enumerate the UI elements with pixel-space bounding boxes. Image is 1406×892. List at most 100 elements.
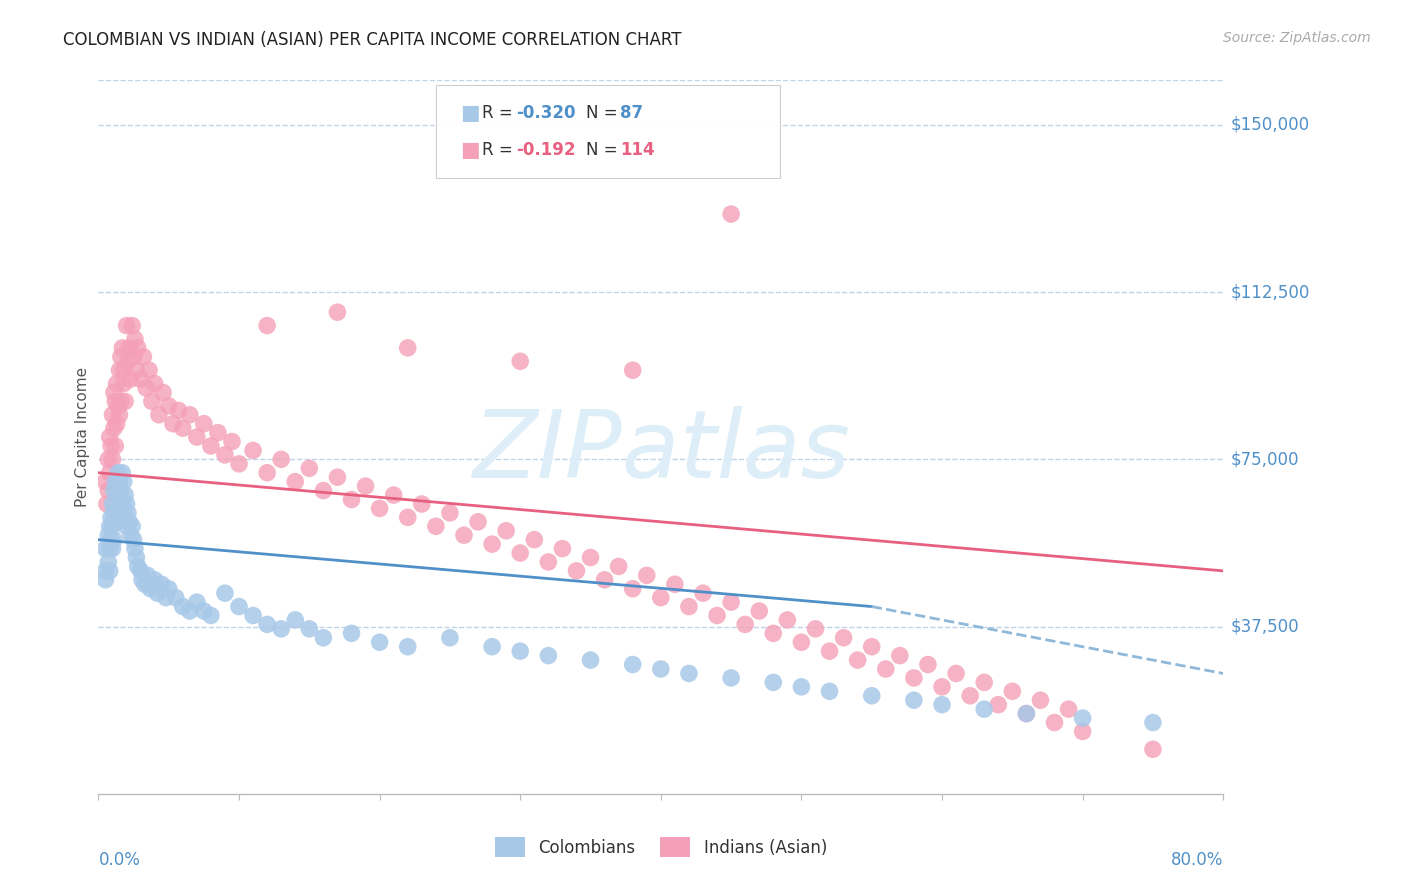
Point bbox=[298, 461, 321, 475]
Text: $37,500: $37,500 bbox=[1230, 617, 1299, 636]
Point bbox=[509, 546, 531, 560]
Point bbox=[903, 671, 925, 685]
Point bbox=[242, 608, 264, 623]
Point bbox=[326, 470, 349, 484]
Point bbox=[172, 421, 194, 435]
Point bbox=[818, 644, 841, 658]
Point bbox=[120, 528, 142, 542]
Text: 80.0%: 80.0% bbox=[1171, 851, 1223, 869]
Point bbox=[748, 604, 770, 618]
Point bbox=[139, 582, 162, 596]
Text: ZIPatlas: ZIPatlas bbox=[472, 406, 849, 497]
Point bbox=[565, 564, 588, 578]
Point bbox=[129, 564, 152, 578]
Point bbox=[150, 577, 173, 591]
Point bbox=[100, 533, 122, 547]
Point bbox=[1142, 742, 1164, 756]
Point bbox=[127, 559, 149, 574]
Point bbox=[1142, 715, 1164, 730]
Point bbox=[1057, 702, 1080, 716]
Point bbox=[453, 528, 475, 542]
Point bbox=[439, 506, 461, 520]
Point bbox=[114, 488, 136, 502]
Point bbox=[152, 385, 174, 400]
Point bbox=[98, 564, 121, 578]
Point bbox=[368, 501, 391, 516]
Point bbox=[1043, 715, 1066, 730]
Text: COLOMBIAN VS INDIAN (ASIAN) PER CAPITA INCOME CORRELATION CHART: COLOMBIAN VS INDIAN (ASIAN) PER CAPITA I… bbox=[63, 31, 682, 49]
Point bbox=[103, 385, 125, 400]
Point bbox=[607, 559, 630, 574]
Point bbox=[396, 640, 419, 654]
Point bbox=[1071, 724, 1094, 739]
Point bbox=[108, 475, 131, 489]
Point bbox=[776, 613, 799, 627]
Point bbox=[110, 350, 132, 364]
Point bbox=[104, 439, 127, 453]
Point bbox=[1015, 706, 1038, 721]
Point bbox=[439, 631, 461, 645]
Point bbox=[97, 452, 120, 467]
Point bbox=[112, 376, 135, 391]
Text: -0.320: -0.320 bbox=[516, 104, 575, 122]
Point bbox=[917, 657, 939, 672]
Point bbox=[734, 617, 756, 632]
Text: R =: R = bbox=[482, 141, 519, 159]
Point bbox=[157, 582, 180, 596]
Point bbox=[368, 635, 391, 649]
Text: ■: ■ bbox=[460, 140, 479, 161]
Point bbox=[115, 497, 138, 511]
Point bbox=[270, 622, 292, 636]
Point bbox=[396, 510, 419, 524]
Point bbox=[382, 488, 405, 502]
Point bbox=[138, 363, 160, 377]
Point bbox=[495, 524, 517, 538]
Point bbox=[200, 608, 222, 623]
Point bbox=[157, 399, 180, 413]
Point bbox=[136, 568, 159, 582]
Point bbox=[108, 506, 131, 520]
Point bbox=[172, 599, 194, 614]
Point bbox=[537, 555, 560, 569]
Point bbox=[112, 363, 135, 377]
Point bbox=[593, 573, 616, 587]
Point bbox=[94, 541, 117, 556]
Point bbox=[101, 519, 124, 533]
Point bbox=[551, 541, 574, 556]
Point bbox=[579, 550, 602, 565]
Point bbox=[110, 510, 132, 524]
Point bbox=[207, 425, 229, 440]
Point bbox=[167, 403, 190, 417]
Point bbox=[96, 497, 118, 511]
Point bbox=[118, 341, 141, 355]
Point bbox=[112, 506, 135, 520]
Point bbox=[340, 626, 363, 640]
Point bbox=[101, 452, 124, 467]
Point bbox=[256, 617, 278, 632]
Point bbox=[122, 350, 145, 364]
Point bbox=[148, 408, 170, 422]
Point bbox=[860, 640, 883, 654]
Point bbox=[425, 519, 447, 533]
Point bbox=[720, 207, 742, 221]
Point bbox=[165, 591, 187, 605]
Point bbox=[186, 595, 208, 609]
Point bbox=[97, 483, 120, 498]
Point bbox=[127, 341, 149, 355]
Point bbox=[804, 622, 827, 636]
Point bbox=[678, 666, 700, 681]
Text: 87: 87 bbox=[620, 104, 643, 122]
Point bbox=[762, 675, 785, 690]
Point bbox=[132, 350, 155, 364]
Point bbox=[762, 626, 785, 640]
Text: N =: N = bbox=[586, 141, 623, 159]
Text: N =: N = bbox=[586, 104, 623, 122]
Point bbox=[105, 488, 128, 502]
Point bbox=[860, 689, 883, 703]
Point bbox=[121, 519, 143, 533]
Point bbox=[509, 354, 531, 368]
Point bbox=[131, 573, 153, 587]
Point bbox=[650, 591, 672, 605]
Point bbox=[162, 417, 184, 431]
Point bbox=[650, 662, 672, 676]
